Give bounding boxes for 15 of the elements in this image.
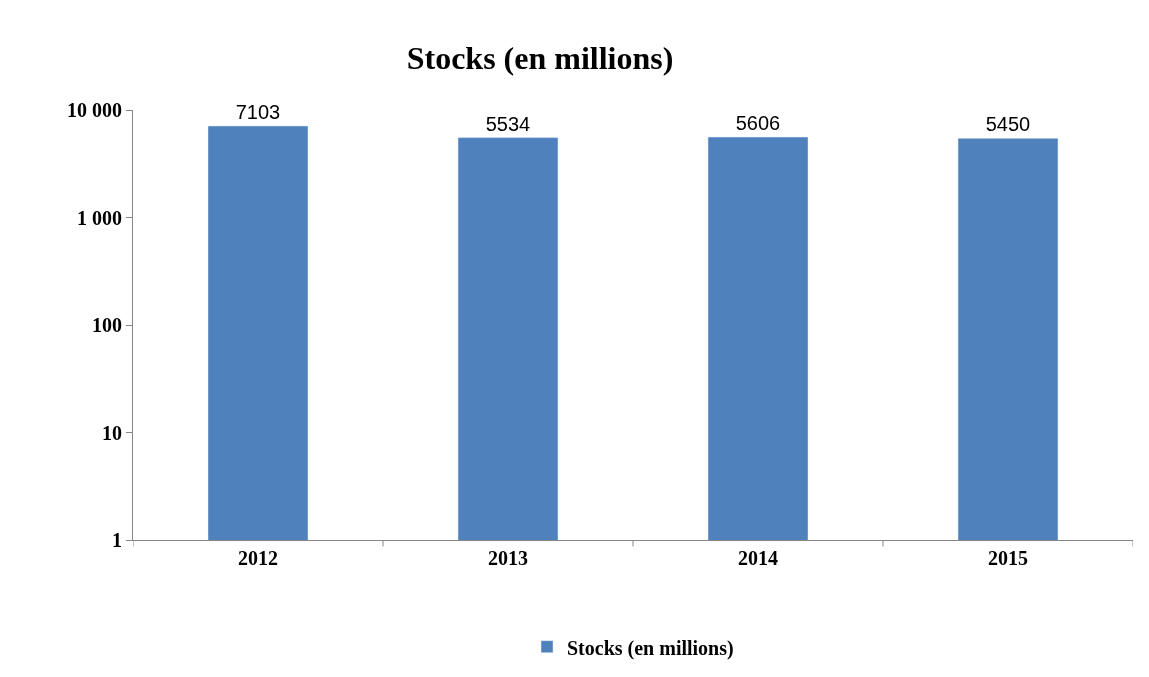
- y-tick-label: 10 000: [67, 99, 122, 121]
- x-tick-label: 2013: [488, 547, 528, 569]
- data-label: 7103: [235, 100, 281, 123]
- x-tick-label: 2014: [738, 547, 778, 569]
- data-label: 5450: [985, 113, 1031, 136]
- y-tick-label: 1: [112, 529, 122, 551]
- legend-label: Stocks (en millions): [567, 636, 734, 660]
- y-tick-label: 1 000: [77, 206, 122, 229]
- x-tick-label: 2012: [238, 547, 278, 569]
- y-tick-label: 100: [92, 314, 122, 336]
- data-label: 5534: [485, 112, 531, 135]
- data-label: 5606: [735, 112, 781, 135]
- chart-title: Stocks (en millions): [406, 40, 674, 77]
- y-tick-label: 10: [102, 421, 122, 444]
- x-tick-label: 2015: [988, 547, 1028, 569]
